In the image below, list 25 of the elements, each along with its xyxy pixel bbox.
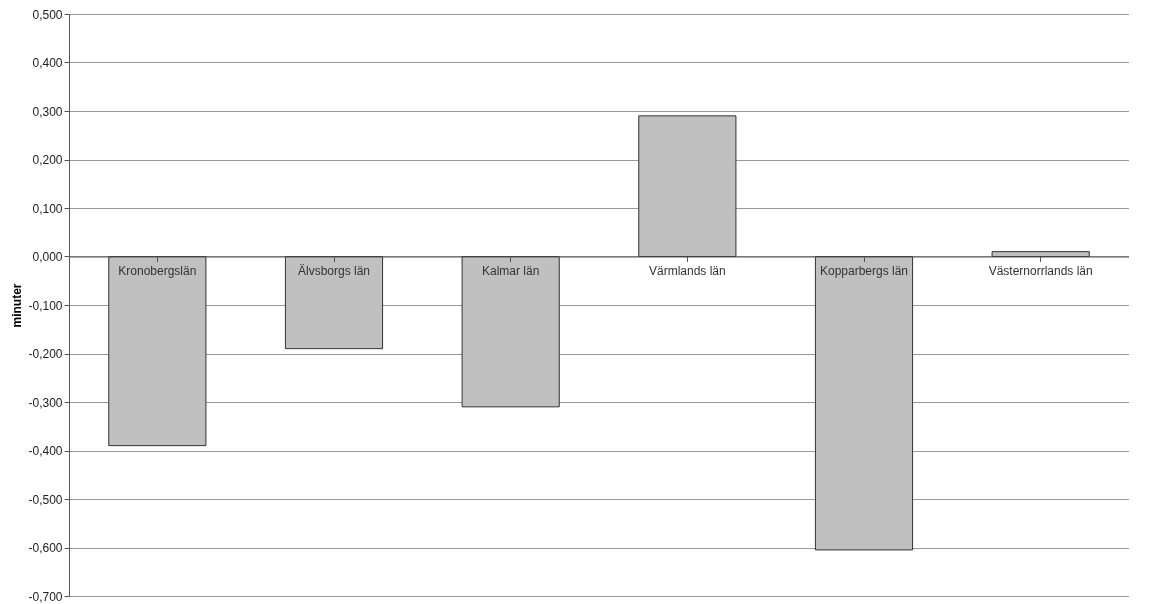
x-tick-label: Kalmar län xyxy=(481,264,540,278)
x-tick-label: Värmlands län xyxy=(648,264,726,278)
y-tick-label: 0,300 xyxy=(32,104,63,119)
y-tick-label: -0,400 xyxy=(28,444,63,458)
y-tick-label: 0,500 xyxy=(32,7,63,22)
bar xyxy=(461,256,560,408)
y-tick-label: -0,500 xyxy=(28,492,63,507)
y-tick-label: -0,300 xyxy=(28,395,63,410)
y-tick-label: -0,100 xyxy=(28,298,63,313)
bar xyxy=(638,115,737,257)
y-tick-label: -0,600 xyxy=(28,541,63,555)
bar xyxy=(108,256,207,447)
x-tick-label: Kopparbergs län xyxy=(819,264,909,278)
x-tick-label: Västernorrlands län xyxy=(988,264,1093,278)
y-tick-label: 0,000 xyxy=(32,250,63,264)
x-tick-label: Älvsborgs län xyxy=(297,264,371,278)
bar xyxy=(814,256,914,551)
y-tick-label: -0,200 xyxy=(28,347,63,361)
y-tick-label: -0,700 xyxy=(28,589,63,604)
y-tick-label: 0,200 xyxy=(32,153,63,167)
y-tick-label: 0,400 xyxy=(32,56,63,70)
y-axis-title: minuter xyxy=(10,283,25,328)
y-tick-label: 0,100 xyxy=(32,201,63,216)
x-tick-label: Kronobergslän xyxy=(118,264,197,278)
bar xyxy=(284,256,384,350)
